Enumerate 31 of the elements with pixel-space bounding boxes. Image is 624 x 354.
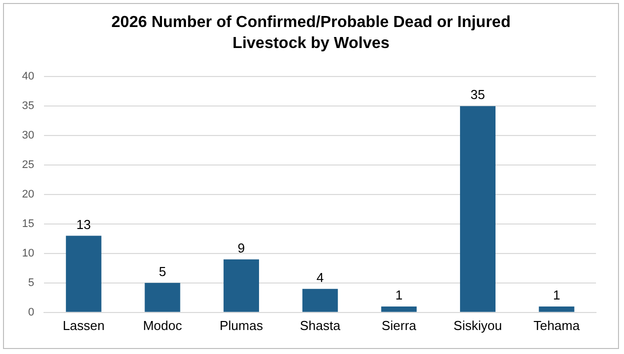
bar bbox=[381, 306, 417, 312]
y-tick-label: 10 bbox=[22, 247, 34, 260]
y-tick-label: 0 bbox=[28, 306, 34, 318]
bar bbox=[144, 282, 180, 312]
x-tick-label: Plumas bbox=[220, 318, 264, 333]
data-label: 35 bbox=[470, 87, 485, 102]
y-tick-label: 30 bbox=[22, 130, 34, 142]
chart-title: 2026 Number of Confirmed/Probable Dead or Injured Livestock by Wolves bbox=[110, 13, 512, 54]
y-tick-label: 15 bbox=[22, 218, 34, 230]
bar bbox=[224, 259, 260, 312]
bar bbox=[538, 306, 574, 312]
bar bbox=[460, 106, 496, 312]
y-tick-label: 25 bbox=[22, 159, 34, 172]
x-tick-label: Siskiyou bbox=[454, 318, 502, 333]
data-label: 9 bbox=[238, 240, 245, 256]
y-tick-label: 5 bbox=[28, 276, 34, 289]
data-label: 4 bbox=[316, 270, 324, 285]
bar bbox=[302, 288, 338, 312]
data-label: 1 bbox=[395, 288, 403, 303]
x-tick-label: Shasta bbox=[300, 318, 342, 333]
y-tick-label: 40 bbox=[22, 70, 34, 83]
y-tick-label: 35 bbox=[22, 100, 34, 112]
x-tick-label: Modoc bbox=[142, 318, 182, 333]
x-tick-label: Sierra bbox=[382, 318, 418, 333]
x-tick-label: Tehama bbox=[533, 318, 580, 333]
data-label: 13 bbox=[76, 216, 91, 232]
data-label: 1 bbox=[552, 288, 560, 303]
y-tick-label: 20 bbox=[22, 188, 34, 201]
bar bbox=[66, 236, 102, 312]
x-tick-label: Lassen bbox=[62, 318, 105, 333]
data-label: 5 bbox=[158, 264, 166, 280]
